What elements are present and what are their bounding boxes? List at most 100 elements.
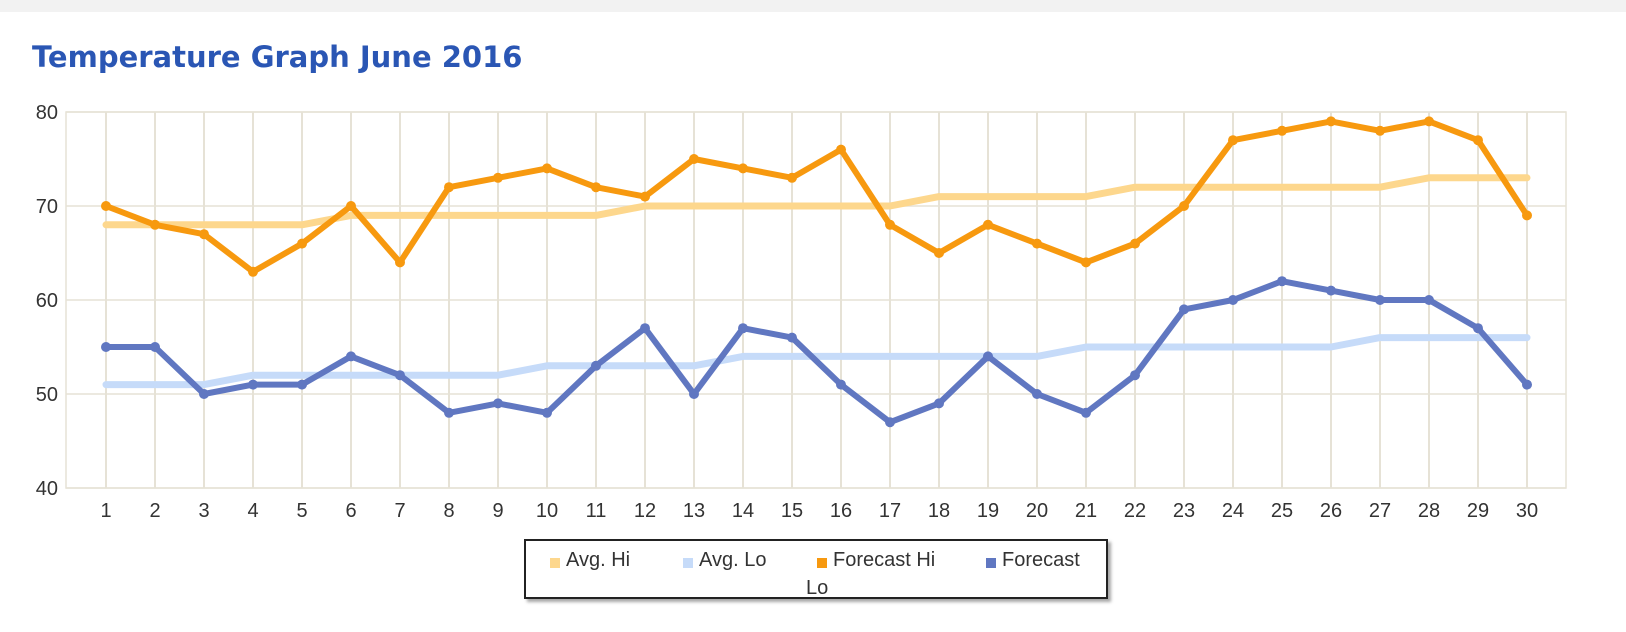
x-tick-label-9: 9 [492, 500, 503, 522]
series-line-avg-lo [102, 334, 1531, 389]
data-point-forecast-lo-6 [346, 351, 356, 362]
data-point-forecast-lo-2 [150, 342, 160, 352]
data-point-forecast-lo-20 [1032, 389, 1042, 399]
x-tick-label-8: 8 [443, 500, 454, 522]
series-line-avg-hi [102, 174, 1531, 229]
data-point-forecast-hi-23 [1179, 201, 1189, 211]
legend: Avg. Hi Avg. Lo Forecast Hi Forecast Lo [524, 539, 1108, 599]
data-point-forecast-hi-22 [1130, 238, 1140, 249]
data-point-forecast-hi-21 [1081, 257, 1091, 268]
data-point-forecast-lo-12 [640, 323, 650, 334]
series-line-forecast-hi [103, 118, 1530, 275]
data-point-forecast-lo-5 [297, 379, 307, 390]
legend-label-forecast-lo-wrap: Lo [806, 577, 829, 599]
data-point-forecast-hi-2 [150, 219, 160, 230]
x-tick-label-25: 25 [1271, 500, 1293, 522]
legend-swatch-avg-lo [683, 558, 693, 568]
x-tick-label-11: 11 [586, 500, 607, 522]
x-tick-label-15: 15 [781, 500, 803, 522]
data-point-forecast-hi-11 [591, 182, 601, 193]
data-point-forecast-lo-17 [885, 417, 895, 428]
x-tick-label-14: 14 [732, 500, 754, 522]
data-point-forecast-hi-17 [885, 219, 895, 230]
x-tick-label-24: 24 [1222, 500, 1244, 522]
data-point-forecast-lo-16 [836, 379, 846, 390]
data-point-forecast-hi-19 [983, 219, 993, 230]
data-point-forecast-lo-27 [1375, 295, 1385, 305]
x-tick-label-16: 16 [830, 500, 852, 522]
data-point-forecast-lo-22 [1130, 370, 1140, 381]
data-point-forecast-hi-26 [1326, 116, 1336, 127]
data-point-forecast-hi-8 [444, 182, 454, 193]
data-point-forecast-hi-14 [738, 163, 748, 174]
x-tick-label-4: 4 [247, 500, 258, 522]
top-border-strip [0, 0, 1626, 12]
x-tick-label-5: 5 [296, 500, 307, 522]
data-point-forecast-lo-26 [1326, 285, 1336, 296]
data-point-forecast-lo-15 [787, 332, 797, 343]
x-tick-label-1: 1 [100, 500, 111, 522]
data-point-forecast-hi-10 [542, 163, 552, 174]
data-point-forecast-lo-28 [1424, 295, 1434, 305]
x-tick-label-21: 21 [1075, 500, 1097, 522]
y-tick-label-60: 60 [36, 290, 58, 312]
x-tick-label-23: 23 [1173, 500, 1195, 522]
x-tick-label-7: 7 [394, 500, 405, 522]
x-tick-label-10: 10 [536, 500, 558, 522]
y-tick-label-70: 70 [36, 196, 58, 218]
data-point-forecast-lo-1 [101, 342, 111, 352]
data-point-forecast-hi-15 [787, 172, 797, 183]
x-tick-label-28: 28 [1418, 500, 1440, 522]
series-line-forecast-lo [103, 278, 1530, 426]
data-point-forecast-lo-25 [1277, 276, 1287, 287]
y-tick-label-50: 50 [36, 384, 58, 406]
data-point-forecast-hi-27 [1375, 125, 1385, 136]
data-point-forecast-hi-28 [1424, 116, 1434, 127]
data-point-forecast-hi-5 [297, 238, 307, 249]
data-point-forecast-hi-25 [1277, 125, 1287, 136]
x-tick-label-27: 27 [1369, 500, 1391, 522]
x-tick-label-26: 26 [1320, 500, 1342, 522]
x-tick-label-6: 6 [345, 500, 356, 522]
x-tick-label-3: 3 [198, 500, 209, 522]
data-point-forecast-lo-3 [199, 389, 209, 399]
x-tick-label-20: 20 [1026, 500, 1048, 522]
data-point-forecast-lo-10 [542, 407, 552, 418]
data-point-forecast-hi-4 [248, 266, 258, 277]
data-point-forecast-hi-7 [395, 257, 405, 268]
data-point-forecast-lo-30 [1522, 379, 1532, 390]
x-tick-label-2: 2 [149, 500, 160, 522]
y-tick-label-40: 40 [36, 478, 58, 500]
legend-label-avg-lo: Avg. Lo [699, 549, 767, 571]
data-point-forecast-hi-13 [689, 154, 699, 164]
x-tick-label-18: 18 [928, 500, 950, 522]
data-point-forecast-hi-6 [346, 201, 356, 211]
data-point-forecast-hi-9 [493, 172, 503, 183]
data-point-forecast-lo-23 [1179, 304, 1189, 315]
x-tick-label-19: 19 [977, 500, 999, 522]
data-point-forecast-lo-18 [934, 398, 944, 409]
data-point-forecast-lo-13 [689, 389, 699, 399]
x-tick-label-30: 30 [1516, 500, 1538, 522]
data-point-forecast-hi-20 [1032, 238, 1042, 249]
data-point-forecast-hi-24 [1228, 135, 1238, 146]
data-point-forecast-hi-12 [640, 191, 650, 202]
legend-label-forecast-lo: Forecast [1002, 549, 1080, 571]
data-point-forecast-lo-21 [1081, 407, 1091, 418]
data-point-forecast-lo-9 [493, 398, 503, 409]
data-point-forecast-lo-29 [1473, 323, 1483, 334]
x-tick-label-17: 17 [879, 500, 901, 522]
legend-swatch-avg-hi [550, 558, 560, 568]
legend-swatch-forecast-hi [817, 558, 827, 568]
data-point-forecast-hi-29 [1473, 135, 1483, 146]
data-point-forecast-lo-4 [248, 379, 258, 390]
data-point-forecast-lo-11 [591, 360, 601, 371]
x-tick-label-13: 13 [683, 500, 705, 522]
legend-label-avg-hi: Avg. Hi [566, 549, 631, 571]
data-point-forecast-lo-8 [444, 407, 454, 418]
legend-swatch-forecast-lo [986, 558, 996, 568]
chart-title: Temperature Graph June 2016 [32, 40, 523, 74]
x-tick-label-29: 29 [1467, 500, 1489, 522]
data-point-forecast-hi-3 [199, 229, 209, 240]
